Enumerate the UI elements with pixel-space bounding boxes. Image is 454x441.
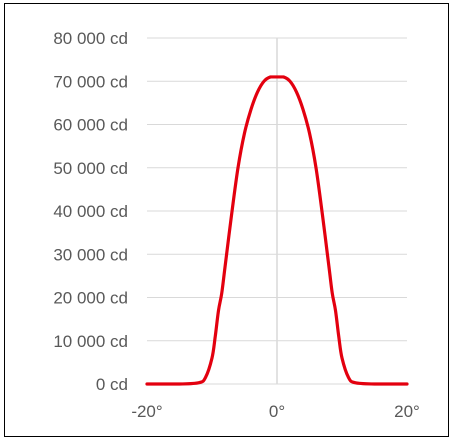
series-line-0 — [145, 75, 409, 386]
y-tick-label: 0 cd — [96, 375, 128, 394]
x-tick-label: 20° — [394, 402, 420, 421]
chart-frame: 0 cd 10 000 cd 20 000 cd 30 000 cd 40 000 cd… — [4, 3, 449, 437]
intensity-chart: 0 cd 10 000 cd 20 000 cd 30 000 cd 40 000 cd… — [53, 29, 420, 421]
y-tick-label: 60 000 cd — [53, 116, 128, 135]
x-tick-label: -20° — [131, 402, 162, 421]
y-tick-label: 30 000 cd — [53, 245, 128, 264]
series — [145, 75, 409, 386]
y-tick-label: 10 000 cd — [53, 332, 128, 351]
y-tick-label: 70 000 cd — [53, 72, 128, 91]
tick-labels: 0 cd 10 000 cd 20 000 cd 30 000 cd 40 000 cd… — [53, 29, 420, 421]
y-tick-label: 20 000 cd — [53, 289, 128, 308]
y-tick-label: 40 000 cd — [53, 202, 128, 221]
y-tick-label: 80 000 cd — [53, 29, 128, 48]
y-tick-label: 50 000 cd — [53, 159, 128, 178]
x-tick-label: 0° — [269, 402, 285, 421]
